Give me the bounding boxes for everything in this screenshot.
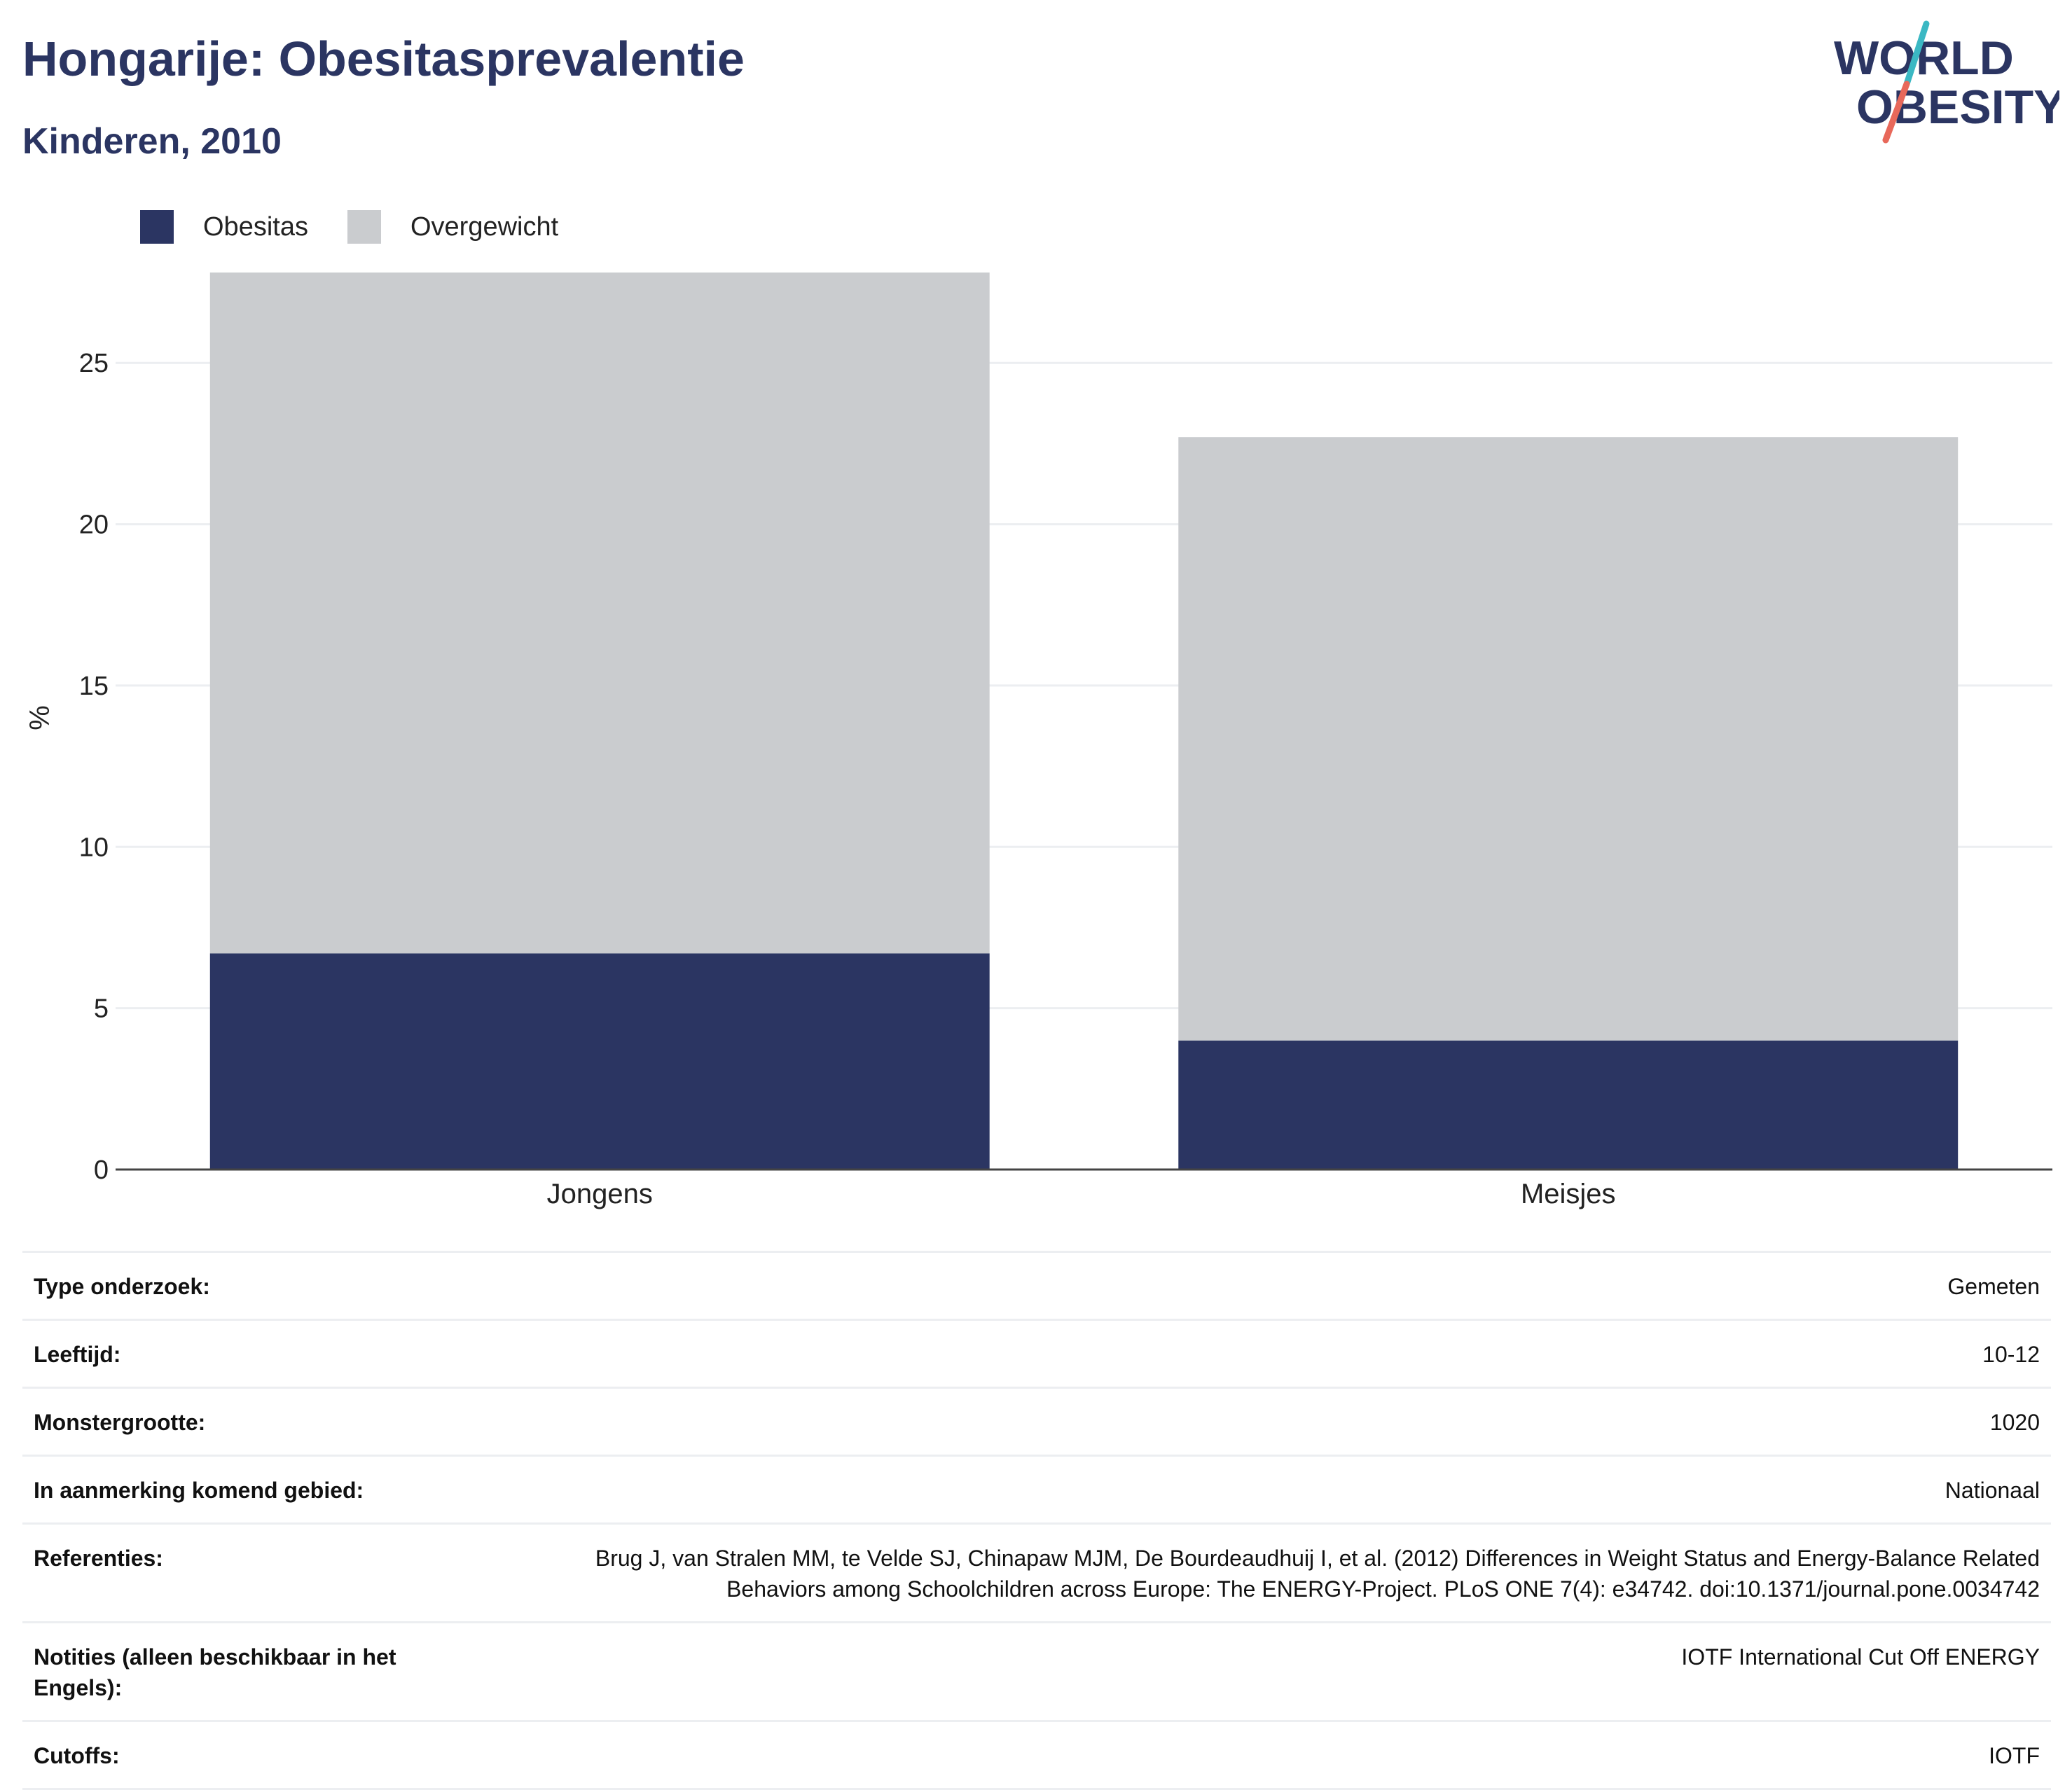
info-key: Leeftijd: [22,1319,479,1388]
legend-label-overgewicht: Overgewicht [410,211,559,242]
study-info-table: Type onderzoek: Gemeten Leeftijd: 10-12 Mons… [22,1251,2051,1790]
info-key: Notities (alleen beschikbaar in het Enge… [22,1621,479,1721]
bar-obesitas-jongens [209,953,990,1170]
page-title: Hongarije: Obesitasprevalentie [22,32,745,86]
x-tick-label: Meisjes [1521,1179,1616,1209]
info-row: Referenties: Brug J, van Stralen MM, te V… [22,1522,2051,1623]
info-row: Notities (alleen beschikbaar in het Enge… [22,1621,2051,1721]
legend-item-obesitas[interactable]: Obesitas [140,210,308,244]
logo-slash-top [1903,20,1930,88]
bar-overgewicht-meisjes [1178,437,1959,1041]
bar-obesitas-meisjes [1178,1040,1959,1170]
info-value: IOTF [479,1720,2051,1790]
info-value: Brug J, van Stralen MM, te Velde SJ, Chi… [479,1522,2051,1623]
info-row: In aanmerking komend gebied: Nationaal [22,1455,2051,1524]
info-value: 1020 [479,1387,2051,1456]
logo-text-obesity: OBESITY [1856,81,2059,134]
y-tick-label: 15 [79,672,109,701]
logo-slash-bottom [1882,81,1910,144]
y-tick-label: 0 [94,1156,109,1185]
chart-legend: Obesitas Overgewicht [140,209,598,245]
bar-chart: 0 5 10 15 20 25% Jongens Meisjes [25,272,2052,1209]
legend-label-obesitas: Obesitas [203,211,308,242]
y-tick-label: 20 [79,511,109,540]
info-key: Referenties: [22,1522,479,1623]
info-value: Nationaal [479,1455,2051,1524]
info-value: IOTF International Cut Off ENERGY [479,1621,2051,1721]
world-obesity-logo: WORLD OBESITY [1834,20,2059,144]
legend-item-overgewicht[interactable]: Overgewicht [347,210,558,244]
info-value: 10-12 [479,1319,2051,1388]
info-value: Gemeten [479,1251,2051,1320]
legend-swatch-overgewicht [347,210,381,244]
info-key: Type onderzoek: [22,1251,479,1320]
info-row: Type onderzoek: Gemeten [22,1251,2051,1320]
info-key: Monstergrootte: [22,1387,479,1456]
bar-overgewicht-jongens [209,272,990,954]
info-row: Cutoffs: IOTF [22,1720,2051,1790]
legend-swatch-obesitas [140,210,174,244]
x-tick-label: Jongens [547,1179,653,1209]
page-subtitle: Kinderen, 2010 [22,121,282,162]
info-row: Leeftijd: 10-12 [22,1319,2051,1388]
info-key: In aanmerking komend gebied: [22,1455,479,1524]
y-axis-label: % [25,705,55,730]
y-tick-label: 5 [94,994,109,1024]
info-key: Cutoffs: [22,1720,479,1790]
info-row: Monstergrootte: 1020 [22,1387,2051,1456]
y-tick-label: 10 [79,833,109,862]
y-tick-label: 25 [79,349,109,378]
